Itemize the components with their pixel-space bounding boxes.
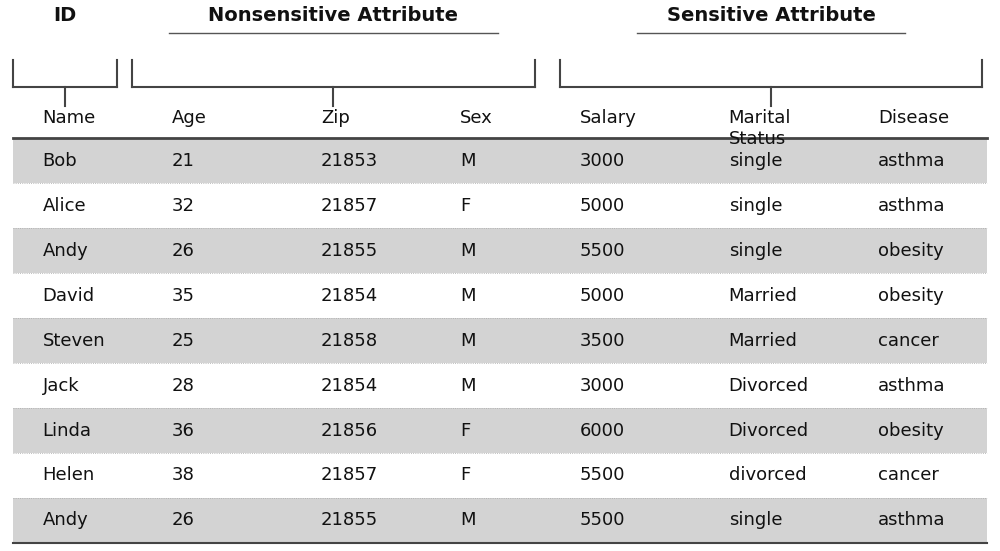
Text: Married: Married [729,287,798,305]
Text: M: M [460,242,476,260]
Text: obesity: obesity [878,422,944,440]
Text: 38: 38 [172,467,195,484]
Text: 21855: 21855 [321,242,378,260]
Text: Disease: Disease [878,109,949,127]
Text: 21858: 21858 [321,332,378,350]
Text: 21855: 21855 [321,511,378,530]
Bar [13,318,987,363]
Text: F: F [460,422,470,440]
Text: Divorced: Divorced [729,422,809,440]
Text: Steven: Steven [43,332,105,350]
Text: divorced: divorced [729,467,806,484]
Text: Andy: Andy [43,242,88,260]
Text: Bob: Bob [43,152,77,170]
Text: Divorced: Divorced [729,376,809,395]
Text: single: single [729,511,782,530]
Text: asthma: asthma [878,197,945,215]
Text: single: single [729,152,782,170]
Text: 5500: 5500 [580,467,625,484]
Text: David: David [43,287,95,305]
Text: Jack: Jack [43,376,79,395]
Text: single: single [729,197,782,215]
Text: 26: 26 [172,242,195,260]
Text: Zip: Zip [321,109,350,127]
Text: M: M [460,287,476,305]
Text: Marital
Status: Marital Status [729,109,791,148]
Text: 28: 28 [172,376,195,395]
Text: M: M [460,511,476,530]
Text: asthma: asthma [878,511,945,530]
Text: 6000: 6000 [580,422,625,440]
Text: 36: 36 [172,422,195,440]
Text: Sensitive Attribute: Sensitive Attribute [667,6,875,25]
Text: cancer: cancer [878,332,939,350]
Text: 5500: 5500 [580,242,625,260]
Text: M: M [460,332,476,350]
Text: Alice: Alice [43,197,86,215]
Bar [13,408,987,453]
Text: 26: 26 [172,511,195,530]
Text: Nonsensitive Attribute: Nonsensitive Attribute [208,6,458,25]
Text: 5000: 5000 [580,197,625,215]
Text: 3000: 3000 [580,152,625,170]
Text: Married: Married [729,332,798,350]
Text: M: M [460,376,476,395]
Text: Age: Age [172,109,207,127]
Text: 21857: 21857 [321,197,378,215]
Text: F: F [460,197,470,215]
Bar [13,453,987,498]
Text: M: M [460,152,476,170]
Text: 3000: 3000 [580,376,625,395]
Bar [13,183,987,228]
Text: asthma: asthma [878,152,945,170]
Text: ID: ID [53,6,77,25]
Bar [13,498,987,543]
Text: 5500: 5500 [580,511,625,530]
Text: Salary: Salary [580,109,636,127]
Text: 25: 25 [172,332,195,350]
Text: 32: 32 [172,197,195,215]
Text: 21856: 21856 [321,422,378,440]
Text: 21853: 21853 [321,152,378,170]
Text: asthma: asthma [878,376,945,395]
Text: Helen: Helen [43,467,95,484]
Text: 21: 21 [172,152,195,170]
Bar [13,273,987,318]
Text: Sex: Sex [460,109,493,127]
Bar [13,228,987,273]
Text: Name: Name [43,109,96,127]
Text: 21857: 21857 [321,467,378,484]
Text: 5000: 5000 [580,287,625,305]
Text: 21854: 21854 [321,287,378,305]
Text: 21854: 21854 [321,376,378,395]
Text: 35: 35 [172,287,195,305]
Text: single: single [729,242,782,260]
Bar [13,363,987,408]
Text: F: F [460,467,470,484]
Text: obesity: obesity [878,242,944,260]
Text: cancer: cancer [878,467,939,484]
Text: Andy: Andy [43,511,88,530]
Text: Linda: Linda [43,422,92,440]
Text: 3500: 3500 [580,332,625,350]
Text: obesity: obesity [878,287,944,305]
Bar [13,138,987,183]
